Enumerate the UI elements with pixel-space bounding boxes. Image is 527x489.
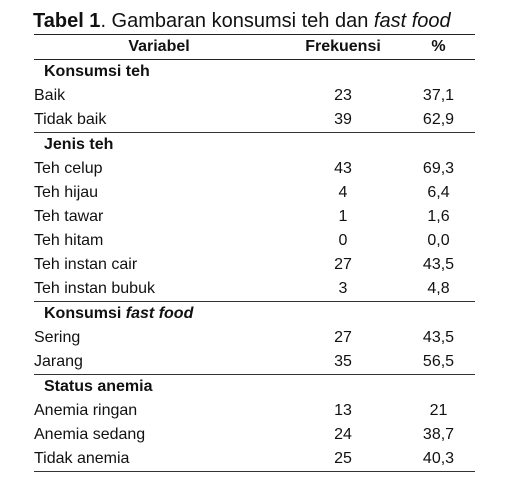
section-row: Konsumsi teh	[34, 60, 475, 85]
table-row: Tidak baik 39 62,9	[34, 108, 475, 133]
table-row: Anemia ringan 13 21	[34, 399, 475, 423]
section-title: Jenis teh	[34, 132, 475, 157]
table-header: Variabel Frekuensi %	[34, 34, 475, 60]
caption-label: Tabel 1	[33, 10, 101, 32]
row-percent: 56,5	[422, 353, 455, 370]
table-row: Teh hitam 0 0,0	[34, 229, 475, 253]
section-title: Konsumsi fast food	[34, 301, 475, 326]
row-percent: 37,1	[422, 87, 455, 104]
row-frekuensi: 27	[334, 256, 352, 273]
row-frekuensi: 0	[338, 232, 348, 249]
row-name: Jarang	[34, 353, 83, 370]
row-name: Tidak anemia	[34, 447, 284, 472]
section-title: Konsumsi teh	[34, 60, 475, 85]
header-frekuensi: Frekuensi	[284, 34, 402, 60]
row-frekuensi: 25	[284, 447, 402, 472]
table-row: Teh hijau 4 6,4	[34, 181, 475, 205]
row-name: Teh hijau	[34, 184, 99, 201]
row-name: Anemia ringan	[34, 402, 138, 419]
row-name: Teh instan bubuk	[34, 280, 155, 297]
row-percent: 6,4	[427, 184, 450, 201]
section-row: Status anemia	[34, 374, 475, 399]
section-title-italic: fast food	[125, 305, 194, 322]
table-row: Teh celup 43 69,3	[34, 157, 475, 181]
row-frekuensi: 23	[334, 87, 352, 104]
row-frekuensi: 27	[334, 329, 352, 346]
row-frekuensi: 24	[334, 426, 352, 443]
row-frekuensi: 39	[334, 111, 352, 128]
row-percent: 40,3	[402, 447, 475, 472]
row-percent: 0,0	[427, 232, 450, 249]
row-percent: 62,9	[422, 111, 455, 128]
section-title: Status anemia	[34, 374, 475, 399]
table-row: Baik 23 37,1	[34, 84, 475, 108]
row-percent: 43,5	[422, 329, 455, 346]
header-row: Variabel Frekuensi %	[34, 34, 475, 60]
header-percent: %	[402, 34, 475, 60]
row-name: Anemia sedang	[34, 426, 146, 443]
table-row: Teh instan cair 27 43,5	[34, 253, 475, 277]
header-variabel: Variabel	[34, 34, 284, 60]
caption-italic-text: fast food	[373, 10, 451, 32]
table-row: Tidak anemia 25 40,3	[34, 447, 475, 472]
row-name: Sering	[34, 329, 81, 346]
section-row: Konsumsi fast food	[34, 301, 475, 326]
row-frekuensi: 13	[334, 402, 352, 419]
row-percent: 43,5	[422, 256, 455, 273]
table-row: Sering 27 43,5	[34, 326, 475, 350]
table-row: Jarang 35 56,5	[34, 350, 475, 375]
table-body: Konsumsi teh Baik 23 37,1 Tidak baik 39 62,9 Je…	[34, 60, 475, 472]
section-title-text: Jenis teh	[44, 136, 114, 153]
row-percent: 21	[429, 402, 448, 419]
row-name: Teh instan cair	[34, 256, 138, 273]
row-frekuensi: 1	[338, 208, 348, 225]
row-name: Teh celup	[34, 160, 103, 177]
caption-text: . Gambaran konsumsi teh dan	[100, 10, 374, 32]
row-name: Baik	[34, 87, 66, 104]
row-frekuensi: 43	[334, 160, 352, 177]
row-percent: 4,8	[427, 280, 450, 297]
row-frekuensi: 4	[338, 184, 348, 201]
row-percent: 38,7	[422, 426, 455, 443]
table-row: Anemia sedang 24 38,7	[34, 423, 475, 447]
section-title-text: Konsumsi teh	[44, 63, 150, 80]
section-title-text: Status anemia	[44, 378, 153, 395]
data-table: Variabel Frekuensi % Konsumsi teh Baik 23 3…	[34, 34, 475, 472]
section-row: Jenis teh	[34, 132, 475, 157]
row-percent: 1,6	[427, 208, 450, 225]
table-row: Teh instan bubuk 3 4,8	[34, 277, 475, 302]
row-name: Teh hitam	[34, 232, 104, 249]
row-percent: 69,3	[422, 160, 455, 177]
row-frekuensi: 35	[334, 353, 352, 370]
table-row: Teh tawar 1 1,6	[34, 205, 475, 229]
section-title-text: Konsumsi	[44, 305, 126, 322]
row-frekuensi: 3	[338, 280, 348, 297]
row-name: Teh tawar	[34, 208, 104, 225]
table-caption: Tabel 1. Gambaran konsumsi teh dan fast …	[33, 9, 451, 33]
row-name: Tidak baik	[34, 111, 107, 128]
